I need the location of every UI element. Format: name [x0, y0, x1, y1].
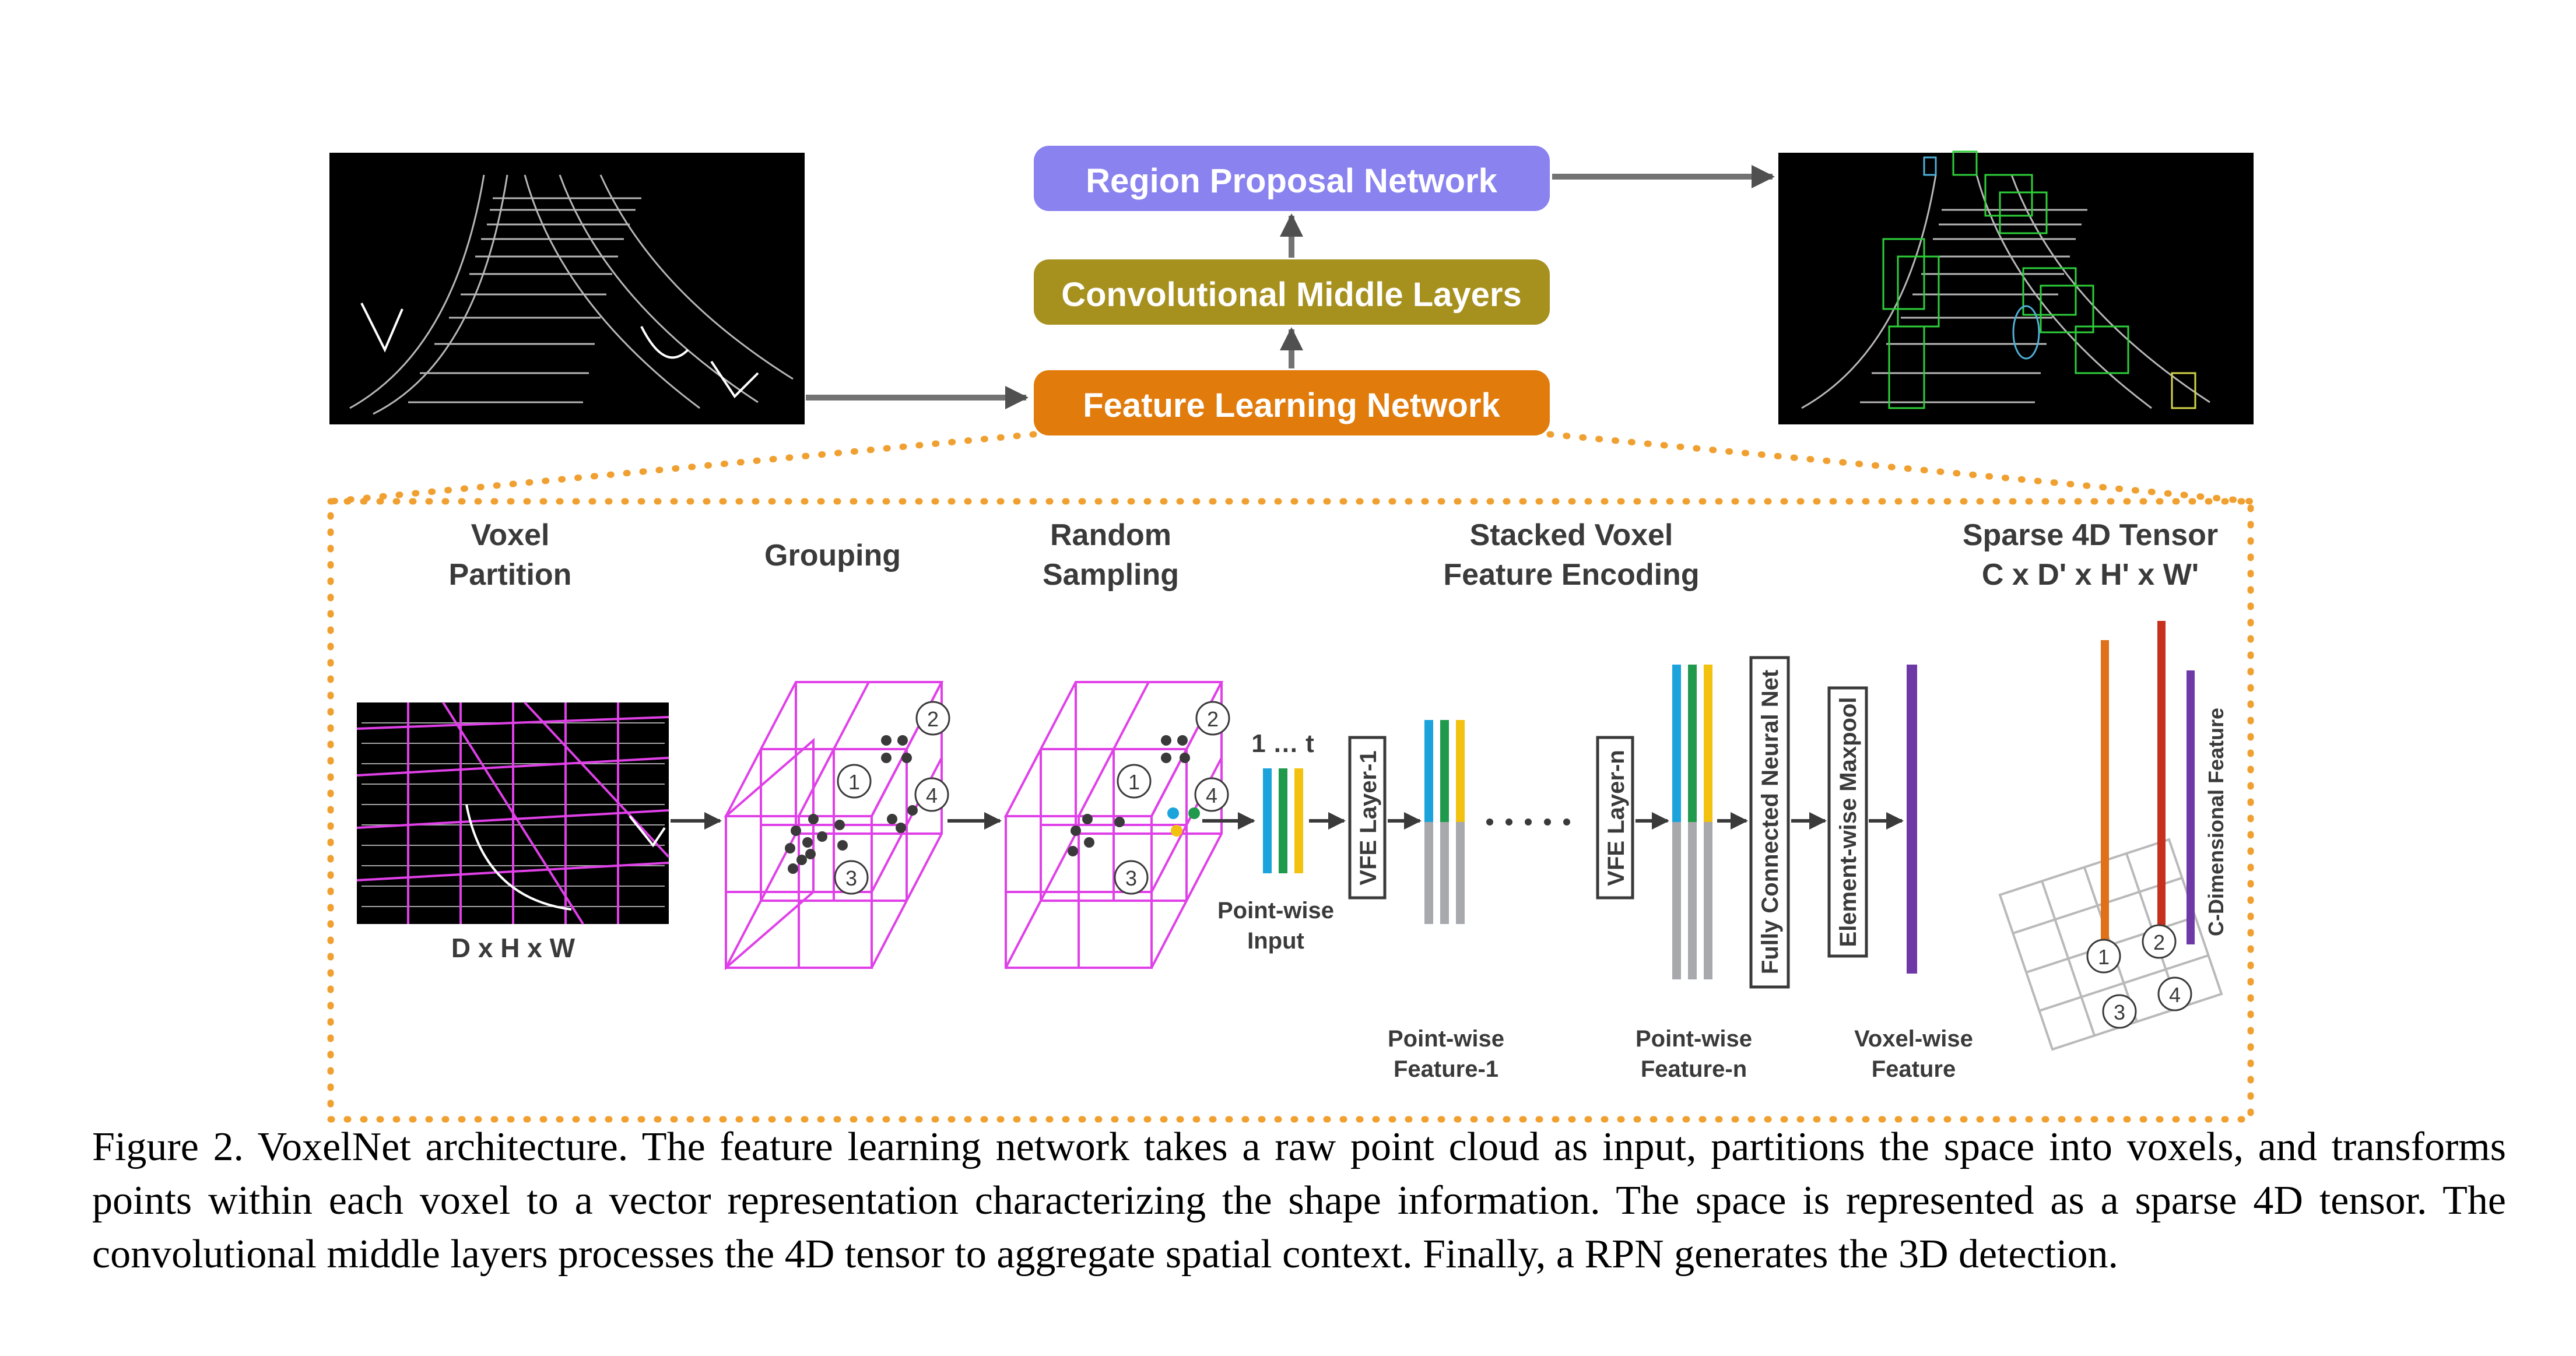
c-dimensional-feature-label: C-Dimensional Feature — [2204, 708, 2228, 936]
one-to-t-label: 1 … t — [1251, 729, 1314, 758]
grouping-voxel-ids: 1 2 3 4 — [834, 701, 950, 895]
rpn-label: Region Proposal Network — [1086, 162, 1498, 200]
heading-random: Random — [1050, 518, 1171, 552]
svg-text:2: 2 — [927, 707, 939, 731]
pw-feature1-l1: Point-wise — [1388, 1026, 1504, 1052]
cml-label: Convolutional Middle Layers — [1061, 276, 1522, 314]
dhw-label: D x H x W — [451, 933, 575, 963]
svg-text:Fully Connected Neural Net: Fully Connected Neural Net — [1757, 670, 1783, 974]
svg-text:2: 2 — [1207, 707, 1219, 731]
svg-text:1: 1 — [848, 770, 860, 794]
sampling-voxel-grid — [1003, 681, 1224, 969]
fln-label: Feature Learning Network — [1083, 387, 1500, 424]
svg-text:4: 4 — [2169, 983, 2181, 1007]
svg-text:VFE Layer-n: VFE Layer-n — [1603, 750, 1629, 886]
vfe-layer-1: VFE Layer-1 — [1348, 736, 1387, 900]
sparse-tensor-ids: 1 2 3 4 — [2086, 924, 2192, 1029]
pointwise-input-l1: Point-wise — [1217, 898, 1334, 923]
heading-feature-encoding: Feature Encoding — [1443, 558, 1699, 592]
fln-box: Feature Learning Network — [1034, 370, 1550, 435]
pointwise-input-l2: Input — [1247, 928, 1304, 954]
pointwise-feature-1-bars — [1424, 720, 1465, 924]
fully-connected-box: Fully Connected Neural Net — [1749, 656, 1790, 989]
voxel-feature-l1: Voxel-wise — [1854, 1026, 1973, 1052]
cml-box: Convolutional Middle Layers — [1034, 259, 1550, 325]
svg-text:1: 1 — [1128, 770, 1140, 794]
heading-voxel: Voxel — [471, 518, 550, 552]
svg-text:3: 3 — [1125, 866, 1137, 890]
heading-sparse-4d-tensor: Sparse 4D Tensor — [1963, 518, 2218, 552]
vfe-layer-n: VFE Layer-n — [1596, 736, 1634, 900]
heading-partition: Partition — [449, 558, 572, 592]
svg-text:2: 2 — [2153, 930, 2165, 954]
voxel-feature-l2: Feature — [1872, 1056, 1956, 1082]
sampled-colored-points — [1167, 807, 1200, 837]
svg-text:1: 1 — [2098, 945, 2110, 969]
heading-sampling: Sampling — [1043, 558, 1179, 592]
top-arrows — [806, 165, 1775, 409]
figure-caption: Figure 2. VoxelNet architecture. The fea… — [92, 1125, 2506, 1277]
voxel-partition-image — [356, 701, 670, 925]
pointwise-feature-n-bars — [1672, 665, 1712, 979]
heading-stacked-voxel: Stacked Voxel — [1470, 518, 1673, 552]
stage-headings: Voxel Partition Grouping Random Sampling S… — [449, 518, 2219, 592]
maxpool-box: Element-wise Maxpool — [1827, 686, 1868, 958]
pw-feature1-l2: Feature-1 — [1394, 1056, 1498, 1082]
output-detection-image — [1778, 150, 2254, 424]
fln-detail-callout — [327, 431, 2254, 1123]
grouping-voxel-grid — [724, 681, 944, 971]
voxel-wise-feature-bar — [1907, 665, 1917, 974]
svg-text:Element-wise Maxpool: Element-wise Maxpool — [1836, 697, 1861, 947]
svg-text:4: 4 — [1206, 784, 1217, 807]
sampled-points — [1068, 735, 1190, 856]
pointwise-input-bars — [1263, 768, 1303, 873]
svg-text:3: 3 — [845, 866, 857, 890]
pw-featuren-l1: Point-wise — [1636, 1026, 1752, 1052]
rpn-box: Region Proposal Network — [1034, 146, 1550, 211]
input-point-cloud-image — [329, 153, 805, 424]
ellipsis-dots — [1486, 818, 1570, 825]
sampling-voxel-ids: 1 2 3 4 — [1114, 701, 1230, 895]
sparse-tensor-columns — [2101, 621, 2195, 955]
svg-text:4: 4 — [926, 784, 938, 807]
heading-grouping: Grouping — [764, 539, 901, 572]
pw-featuren-l2: Feature-n — [1641, 1056, 1747, 1082]
grouping-points — [785, 735, 918, 874]
svg-text:VFE Layer-1: VFE Layer-1 — [1356, 750, 1381, 885]
heading-tensor-dims: C x D' x H' x W' — [1982, 558, 2199, 592]
svg-text:3: 3 — [2114, 1000, 2125, 1024]
